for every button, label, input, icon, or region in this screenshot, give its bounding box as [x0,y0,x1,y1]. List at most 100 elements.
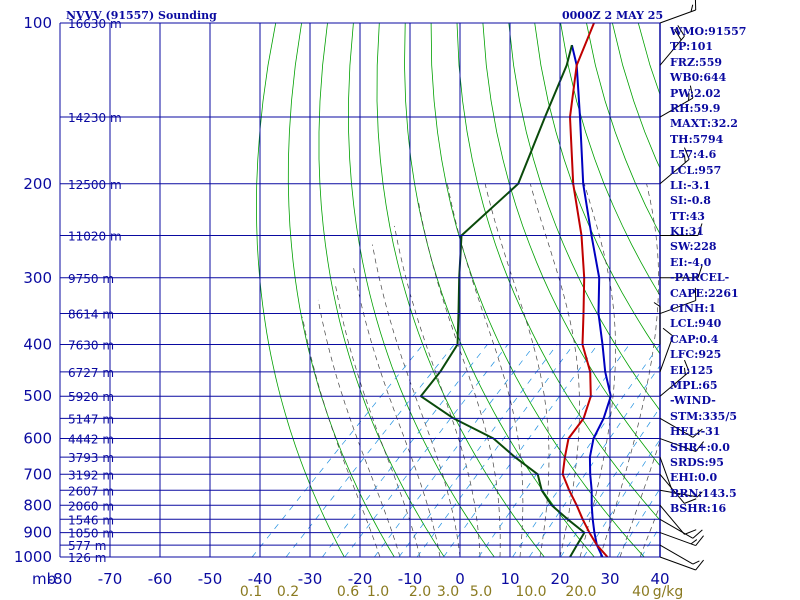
wind-barb-staff [659,300,696,315]
wind-barb-staff [659,9,696,24]
sounding-index: BSHR:16 [670,502,727,516]
moist-adiabat [599,183,659,557]
wind-barb-flag [697,265,703,278]
wind-barb-flag [677,25,685,37]
sounding-index: RH:59.9 [670,101,721,115]
wind-barb-staff [659,532,696,547]
height-label: 126 m [68,551,106,565]
height-label: 9750 m [68,272,114,286]
wind-barb-staff [659,544,694,565]
sounding-index: CAPE:2261 [670,286,739,300]
height-label: 1546 m [68,513,114,527]
sounding-index: -PARCEL- [670,271,730,285]
temperature-tick-label: -50 [198,570,223,588]
wind-barb-flag [653,302,661,307]
wind-barb-staff [659,371,690,397]
mixing-ratio-line [322,344,488,557]
height-label: 5920 m [68,390,114,404]
sounding-index: LCL:957 [670,163,722,177]
wind-barb-flag [662,327,674,337]
dry-adiabat [348,23,495,557]
pressure-tick-label: 700 [23,465,52,483]
height-label: 1050 m [68,527,114,541]
pressure-tick-label: 900 [23,524,52,542]
wind-barb-staff [659,158,690,185]
pressure-tick-label: 1000 [14,548,52,566]
wind-barb-staff [659,518,694,539]
sounding-index: SW:228 [670,240,717,254]
sounding-indices-panel: WMO:91557 TP:101 FRZ:559 WB0:644 PW:2.02 RH:5… [670,24,800,517]
sounding-index: EHI:0.0 [670,471,718,485]
wind-barb-flag [697,491,703,498]
sounding-index: BRN:143.5 [670,486,737,500]
wind-barb-staff [659,417,694,438]
moist-adiabat [317,299,401,557]
sounding-index: MAXT:32.2 [670,117,738,131]
sounding-index: TH:5794 [670,132,724,146]
wind-barb-flag [683,367,686,376]
wind-barb [659,327,674,372]
moist-adiabat [302,316,381,557]
wind-barb-flag [695,441,704,452]
mixing-ratio-label: 20.0 [565,584,596,600]
wind-barb [659,359,690,397]
dry-adiabat [255,23,345,557]
sounding-index: FRZ:559 [670,55,723,69]
wind-barb-flag [695,535,704,546]
temperature-tick-label: 0 [455,570,465,588]
moist-adiabat [446,183,524,557]
wind-barb [659,25,685,66]
sounding-index: EL:125 [670,363,714,377]
mixing-ratio-label: 10.0 [515,584,546,600]
mixing-ratio-line [416,344,574,557]
moist-adiabat [352,265,441,557]
wind-barb-flag [692,560,700,565]
temperature-tick-label: -10 [398,570,423,588]
sounding-index: KI:31 [670,225,705,239]
pressure-tick-label: 600 [23,430,52,448]
wind-barb [659,544,700,565]
mixing-ratio-line [251,344,424,557]
height-label: 3192 m [68,468,114,482]
mixing-ratio-line [529,365,660,557]
sounding-index: LI:-3.1 [670,178,711,192]
pressure-tick-label: 100 [23,14,52,32]
height-label: 2060 m [68,499,114,513]
wind-barb-flag [683,147,690,160]
pressure-tick-label: 800 [23,496,52,514]
wind-barb-staff [659,504,685,535]
sounding-index: TP:101 [670,40,714,54]
temperature-tick-label: -40 [248,570,273,588]
wind-barb-staff [659,97,694,118]
wind-barb-staff [659,473,685,504]
wind-barb [659,287,697,315]
wind-barb-flag [689,85,694,99]
wind-barb-flag [690,4,694,12]
sounding-index: LFC:925 [670,348,722,362]
dewpoint-profile [419,44,586,557]
wind-barb-staff [659,556,696,571]
wind-barb-flag [684,529,697,535]
wind-barb-flag [683,155,686,163]
wind-barb-flag [692,428,703,438]
temperature-tick-label: -20 [348,570,373,588]
dry-adiabat [287,23,395,557]
wind-barb-flag [697,223,703,236]
mixing-ratio-label: 3.0 [437,584,459,600]
wind-barb [659,456,681,495]
sounding-index: PW:2.02 [670,86,721,100]
wind-barb [659,0,697,24]
height-label: 2607 m [68,484,114,498]
wind-barb-staff [659,35,685,66]
height-label: 12500 m [68,178,122,192]
sounding-index: SHR+:0.0 [670,440,730,454]
wind-barb [659,473,697,504]
mixing-ratio-label: g/kg [653,584,684,600]
sounding-index: SRDS:95 [670,455,724,469]
wind-barb-flag [683,359,690,373]
wind-barb [659,532,704,547]
wind-barb [659,518,703,539]
pressure-tick-label: 300 [23,269,52,287]
wind-barb-staff [659,438,696,452]
moist-adiabat [394,225,481,557]
